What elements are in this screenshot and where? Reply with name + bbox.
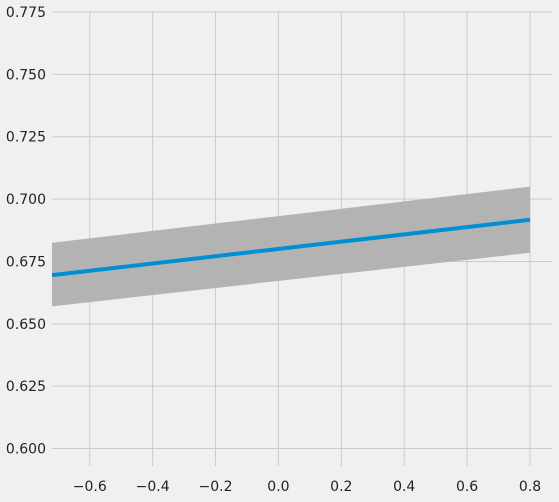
y-tick-label: 0.750 [6,67,46,83]
x-tick-label: 0.6 [456,479,478,495]
x-tick-label: 0.8 [519,479,541,495]
y-tick-label: 0.725 [6,130,46,146]
y-tick-label: 0.625 [6,379,46,395]
y-tick-labels: 0.600 0.625 0.650 0.675 0.700 0.725 0.750 0.775 [6,5,46,458]
y-tick-label: 0.775 [6,5,46,21]
x-tick-labels: −0.6 −0.4 −0.2 0.0 0.2 0.4 0.6 0.8 [73,479,541,495]
x-tick-label: 0.4 [393,479,415,495]
regression-line [51,217,531,278]
x-tick-label: −0.2 [199,479,233,495]
x-tick-label: 0.2 [330,479,352,495]
y-tick-label: 0.650 [6,317,46,333]
y-tick-label: 0.700 [6,192,46,208]
x-tick-label: −0.4 [136,479,170,495]
y-tick-label: 0.600 [6,442,46,458]
y-tick-label: 0.675 [6,254,46,270]
x-tick-label: 0.0 [267,479,289,495]
x-tick-label: −0.6 [73,479,107,495]
line-layer [51,217,531,278]
